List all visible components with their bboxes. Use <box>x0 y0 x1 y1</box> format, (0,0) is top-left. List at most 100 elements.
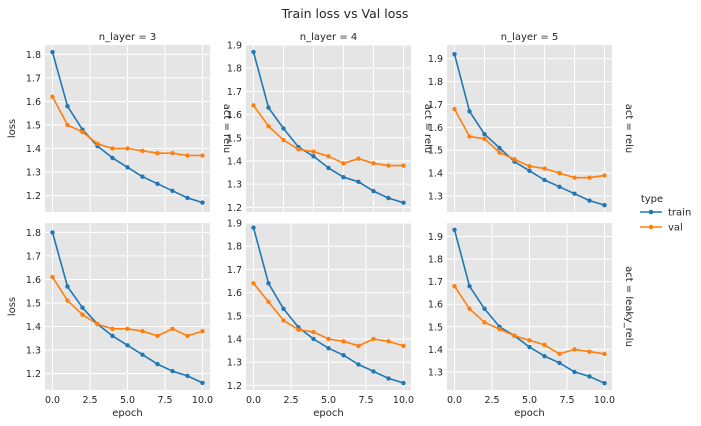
data-point-train <box>266 105 271 110</box>
data-point-train <box>557 360 562 366</box>
y-tick-label: 1.8 <box>428 77 443 88</box>
y-tick-label: 1.9 <box>428 54 443 65</box>
data-point-train <box>170 188 175 194</box>
data-point-val <box>512 157 517 162</box>
y-tick-label: 1.4 <box>428 345 443 356</box>
x-tick-label: 5.0 <box>321 395 336 406</box>
data-point-train <box>467 283 472 289</box>
x-tick-label: 10.0 <box>192 395 213 406</box>
data-point-train <box>251 225 256 230</box>
data-point-train <box>65 103 70 109</box>
panel-1: 1.2 1.3 1.4 1.5 1.6 1.7 1.8 1.9 n_layer = 4 act =… <box>227 32 433 214</box>
y-tick-label: 1.4 <box>428 169 443 180</box>
data-point-train <box>200 380 205 386</box>
y-tick-label: 1.6 <box>428 300 443 311</box>
data-point-train <box>482 132 487 137</box>
data-point-val <box>542 342 547 348</box>
legend-train-label: train <box>668 208 691 219</box>
data-point-val <box>527 338 532 343</box>
data-point-train <box>356 179 361 185</box>
data-point-val <box>371 161 376 166</box>
data-point-val <box>386 339 391 344</box>
data-point-train <box>452 51 457 57</box>
y-tick-label: 1.7 <box>428 277 443 288</box>
x-axis-label: epoch <box>112 408 142 419</box>
x-tick-label: 0.0 <box>246 395 261 406</box>
x-tick-label: 0.0 <box>447 395 462 406</box>
data-point-val <box>452 106 457 112</box>
y-tick-label: 1.7 <box>428 100 443 111</box>
y-tick-label: 1.4 <box>227 334 242 345</box>
data-point-val <box>386 163 391 168</box>
plot-area <box>447 45 612 212</box>
y-tick-label: 1.3 <box>428 367 443 378</box>
y-axis-label: loss <box>7 297 18 316</box>
data-point-val <box>266 299 271 305</box>
data-point-val <box>80 312 85 317</box>
data-point-train <box>110 155 115 161</box>
facet-row-title: act = relu <box>422 104 433 153</box>
data-point-val <box>296 327 301 332</box>
data-point-train <box>572 369 577 375</box>
data-point-val <box>401 163 406 168</box>
x-tick-label: 7.5 <box>157 395 172 406</box>
data-point-val <box>326 336 331 342</box>
y-tick-label: 1.2 <box>26 369 41 380</box>
data-point-train <box>452 227 457 232</box>
y-tick-label: 1.5 <box>26 120 41 131</box>
legend: type train val <box>640 194 691 234</box>
x-tick-label: 10.0 <box>594 395 615 406</box>
y-tick-label: 1.2 <box>26 191 41 202</box>
y-tick-label: 1.6 <box>227 110 242 121</box>
data-point-train <box>281 126 286 131</box>
data-point-val <box>80 129 85 135</box>
data-point-train <box>326 346 331 351</box>
data-point-val <box>65 122 70 128</box>
data-point-train <box>50 49 55 55</box>
data-point-train <box>311 336 316 342</box>
y-tick-label: 1.2 <box>227 381 242 392</box>
panel-3: 1.2 1.3 1.4 1.5 1.6 1.7 1.8 0.0 2.5 5.0 7.5 10.0 los… <box>7 223 213 419</box>
y-tick-label: 1.2 <box>227 203 242 214</box>
data-point-val <box>266 123 271 129</box>
legend-val-marker <box>648 224 654 230</box>
data-point-train <box>266 281 271 286</box>
data-point-train <box>341 353 346 358</box>
y-tick-label: 1.7 <box>227 265 242 276</box>
data-point-val <box>110 146 115 151</box>
data-point-val <box>185 333 190 339</box>
data-point-val <box>356 156 361 161</box>
y-axis-label: loss <box>7 119 18 138</box>
legend-val-label: val <box>668 223 683 234</box>
x-tick-label: 2.5 <box>283 395 298 406</box>
panel-5: 1.3 1.4 1.5 1.6 1.7 1.8 1.9 0.0 2.5 5.0 7.5 10.0 act… <box>428 223 634 419</box>
data-point-val <box>281 137 286 143</box>
data-point-val <box>95 321 100 327</box>
data-point-train <box>371 188 376 194</box>
data-point-train <box>281 306 286 312</box>
y-tick-label: 1.8 <box>428 255 443 266</box>
data-point-train <box>572 191 577 196</box>
y-tick-label: 1.7 <box>227 87 242 98</box>
x-tick-label: 2.5 <box>82 395 97 406</box>
facet-col-title: n_layer = 3 <box>99 32 157 43</box>
data-point-val <box>296 147 301 152</box>
data-point-val <box>200 153 205 158</box>
data-point-train <box>326 165 331 171</box>
data-point-val <box>50 274 55 280</box>
data-point-val <box>170 326 175 332</box>
data-point-val <box>200 328 205 334</box>
facet-grid: 1.2 1.3 1.4 1.5 1.6 1.7 1.8 n_layer = 3 act = re… <box>7 32 634 419</box>
data-point-val <box>125 326 130 332</box>
facet-row-title: act = leaky_relu <box>623 266 634 347</box>
figure-title: Train loss vs Val loss <box>281 6 409 21</box>
data-point-train <box>467 109 472 114</box>
data-point-train <box>542 353 547 359</box>
data-point-val <box>311 329 316 335</box>
data-point-val <box>401 343 406 349</box>
data-point-val <box>185 153 190 158</box>
data-point-val <box>557 170 562 176</box>
y-tick-label: 1.9 <box>227 41 242 52</box>
data-point-val <box>527 164 532 169</box>
x-axis-label: epoch <box>313 408 343 419</box>
